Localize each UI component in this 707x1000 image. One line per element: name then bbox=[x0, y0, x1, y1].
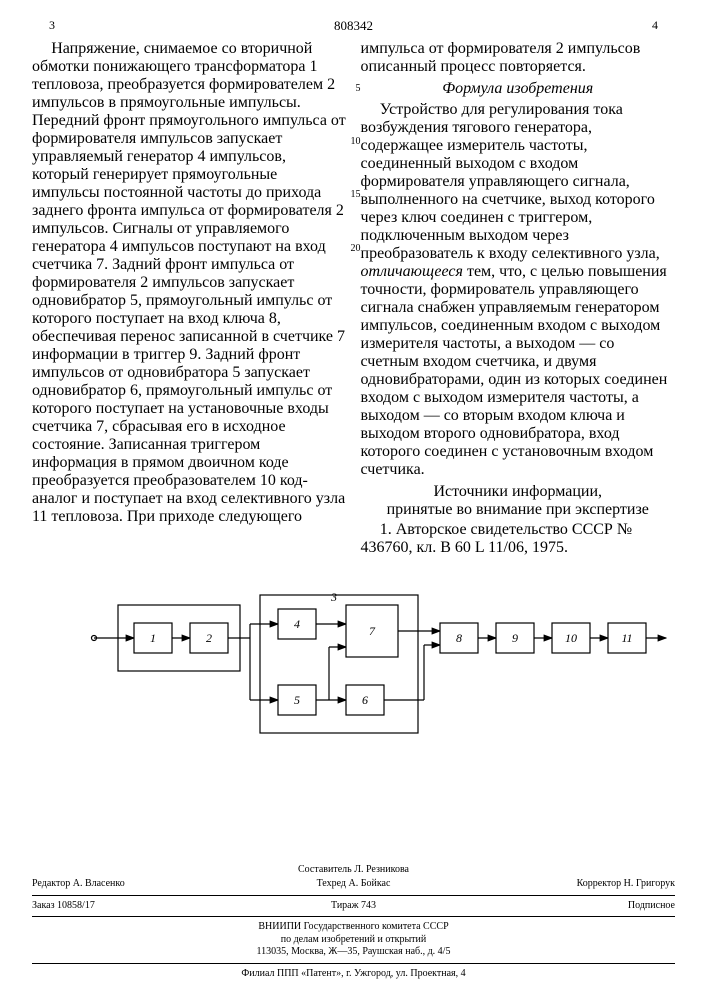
line-numbers: 5 10 15 20 bbox=[347, 40, 361, 557]
svg-text:10: 10 bbox=[565, 631, 577, 645]
svg-text:3: 3 bbox=[330, 593, 337, 604]
svg-text:5: 5 bbox=[294, 693, 300, 707]
source-1: 1. Авторское свидетельство СССР № 436760… bbox=[361, 521, 676, 557]
formula-title: Формула изобретения bbox=[361, 80, 676, 98]
page-header: 3 808342 4 bbox=[32, 18, 675, 34]
svg-text:2: 2 bbox=[206, 631, 212, 645]
sources-title: Источники информации, bbox=[361, 483, 676, 501]
svg-text:6: 6 bbox=[362, 693, 368, 707]
footer-org-2: по делам изобретений и открытий bbox=[32, 934, 675, 947]
footer-row-3: Заказ 10858/17 Тираж 743 Подписное bbox=[32, 900, 675, 913]
page-num-left: 3 bbox=[42, 18, 62, 34]
block-diagram: 3 1 2 4 7 5 6 8 9 10 11 bbox=[74, 593, 634, 758]
footer-row-2: Редактор А. Власенко Техред А. Бойкас Ко… bbox=[32, 878, 675, 891]
right-column: импульса от формирователя 2 импульсов оп… bbox=[361, 40, 676, 557]
right-p1: Устройство для регулирования тока возбуж… bbox=[361, 101, 676, 479]
patent-number: 808342 bbox=[62, 18, 645, 34]
svg-text:1: 1 bbox=[150, 631, 156, 645]
svg-text:9: 9 bbox=[512, 631, 518, 645]
footer: Составитель Л. Резникова Редактор А. Вла… bbox=[32, 864, 675, 981]
right-p0: импульса от формирователя 2 импульсов оп… bbox=[361, 40, 676, 76]
footer-org-3: 113035, Москва, Ж—35, Раушская наб., д. … bbox=[32, 946, 675, 959]
page-num-right: 4 bbox=[645, 18, 665, 34]
footer-org-1: ВНИИПИ Государственного комитета СССР bbox=[32, 921, 675, 934]
left-column: Напряжение, снимаемое со вторичной обмот… bbox=[32, 40, 347, 557]
sources-sub: принятые во внимание при экспертизе bbox=[361, 501, 676, 519]
footer-org-4: Филиал ППП «Патент», г. Ужгород, ул. Про… bbox=[32, 968, 675, 981]
svg-text:7: 7 bbox=[369, 624, 376, 638]
footer-row-1: Составитель Л. Резникова bbox=[32, 864, 675, 877]
svg-text:8: 8 bbox=[456, 631, 462, 645]
svg-text:4: 4 bbox=[294, 617, 300, 631]
svg-text:11: 11 bbox=[621, 631, 632, 645]
left-p1: Напряжение, снимаемое со вторичной обмот… bbox=[32, 40, 347, 526]
